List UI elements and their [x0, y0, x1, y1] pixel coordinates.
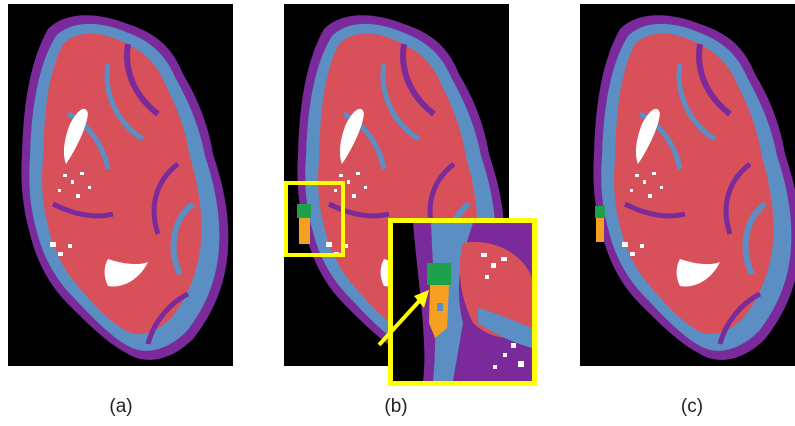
brain-slice-image-a — [8, 4, 233, 366]
zoomed-inset-image — [393, 223, 532, 381]
brain-slice-image-c — [580, 4, 795, 366]
brain-slice-panel-c — [580, 4, 795, 366]
caption-c: (c) — [680, 396, 704, 417]
brain-slice-image-b — [284, 4, 509, 366]
arrow-icon — [377, 290, 429, 347]
zoomed-inset — [388, 218, 537, 386]
caption-b: (b) — [384, 396, 408, 417]
caption-a: (a) — [109, 396, 133, 417]
brain-slice-panel-a — [8, 4, 233, 366]
roi-outline — [284, 181, 345, 257]
